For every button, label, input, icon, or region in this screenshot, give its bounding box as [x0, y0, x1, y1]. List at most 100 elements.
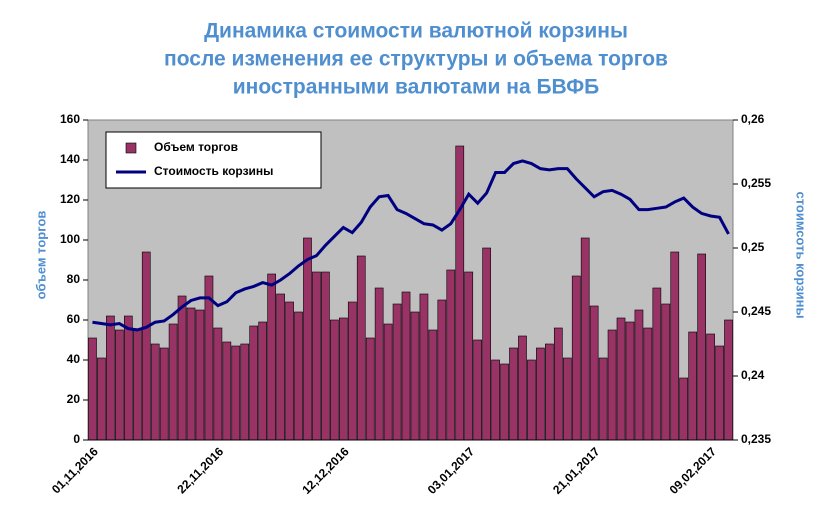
bar — [338, 317, 348, 441]
bar — [446, 269, 456, 441]
bar — [222, 341, 232, 441]
chart-title: иностранными валютами на БВФБ — [233, 76, 599, 99]
bar — [267, 273, 276, 441]
bar — [249, 325, 259, 441]
bar — [321, 271, 330, 441]
y2-tick-label: 0,24 — [741, 368, 765, 382]
bar — [150, 343, 160, 441]
bar — [132, 329, 142, 441]
bar — [562, 357, 572, 441]
bar — [598, 357, 608, 441]
bar — [724, 319, 733, 441]
y-tick-label: 120 — [60, 192, 80, 206]
bar — [428, 329, 438, 441]
y2-tick-label: 0,25 — [741, 240, 765, 254]
bar — [374, 287, 384, 441]
bar — [410, 311, 420, 441]
legend-label: Объем торгов — [154, 140, 238, 154]
y-tick-label: 20 — [67, 392, 81, 406]
y-tick-label: 0 — [73, 432, 80, 446]
y2-tick-label: 0,255 — [741, 176, 771, 190]
bar — [88, 337, 97, 441]
bar — [437, 299, 447, 441]
bar — [123, 315, 133, 441]
bar — [365, 337, 375, 441]
bar — [294, 311, 303, 441]
bar — [518, 335, 527, 441]
x-tick-label: 22,11,2016 — [174, 444, 226, 496]
bar — [670, 251, 680, 441]
bar — [97, 357, 106, 441]
legend-swatch — [125, 142, 137, 154]
bar — [553, 327, 563, 441]
y-tick-label: 40 — [67, 352, 81, 366]
bar — [536, 347, 545, 441]
bar — [455, 145, 465, 441]
bar — [697, 253, 706, 441]
y-tick-label: 140 — [60, 152, 80, 166]
bar — [464, 271, 474, 441]
legend — [105, 131, 322, 189]
bar — [625, 321, 635, 441]
bar — [688, 331, 698, 441]
bar — [231, 345, 241, 441]
bar — [643, 327, 653, 441]
bar — [589, 305, 599, 441]
bar — [715, 345, 724, 441]
x-tick-label: 09,02,2017 — [667, 444, 720, 497]
bar — [213, 327, 223, 441]
bar — [652, 287, 662, 441]
chart-title: после изменения ее структуры и объема то… — [164, 48, 668, 71]
bar — [356, 255, 366, 441]
bar — [679, 377, 689, 441]
bar — [419, 293, 429, 441]
x-tick-label: 21,01,2017 — [550, 444, 603, 497]
y2-tick-label: 0,26 — [741, 112, 765, 126]
y2-tick-label: 0,245 — [741, 304, 771, 318]
bar — [500, 363, 509, 441]
y-tick-label: 160 — [60, 112, 80, 126]
line — [92, 159, 730, 332]
bar — [312, 271, 321, 441]
bar — [195, 309, 205, 441]
bar — [186, 307, 196, 441]
y-axis-label: объем торгов — [33, 211, 48, 300]
y2-tick-label: 0,235 — [741, 432, 771, 446]
bar — [276, 293, 285, 441]
bar — [285, 301, 294, 441]
y2-axis-label: стоимсоть корзины — [794, 191, 809, 318]
bar — [168, 323, 178, 441]
bar — [491, 359, 500, 441]
x-tick-label: 01,11,2016 — [49, 444, 101, 496]
bar — [383, 323, 393, 441]
x-tick-label: 03,01,2017 — [425, 444, 478, 497]
bar — [482, 247, 491, 441]
bar — [401, 291, 411, 441]
bar — [634, 309, 644, 441]
bar — [661, 303, 671, 441]
y-tick-label: 100 — [60, 232, 80, 246]
bar — [115, 329, 124, 441]
bar — [347, 301, 357, 441]
bar — [258, 321, 268, 441]
bar — [392, 303, 402, 441]
bar — [159, 347, 169, 441]
bar — [106, 315, 115, 441]
bar — [616, 317, 626, 441]
y-tick-label: 80 — [67, 272, 81, 286]
bar — [177, 295, 187, 441]
bar — [303, 237, 312, 441]
bar — [509, 347, 518, 441]
bar — [473, 339, 483, 441]
bar — [240, 343, 250, 441]
bar — [571, 275, 581, 441]
bar — [330, 319, 339, 441]
bar — [580, 237, 590, 441]
bar — [607, 329, 617, 441]
y-tick-label: 60 — [67, 312, 81, 326]
bar — [545, 343, 554, 441]
chart-title: Динамика стоимости валютной корзины — [204, 20, 628, 43]
legend-label: Стоимость корзины — [154, 164, 273, 178]
bar — [141, 251, 151, 441]
